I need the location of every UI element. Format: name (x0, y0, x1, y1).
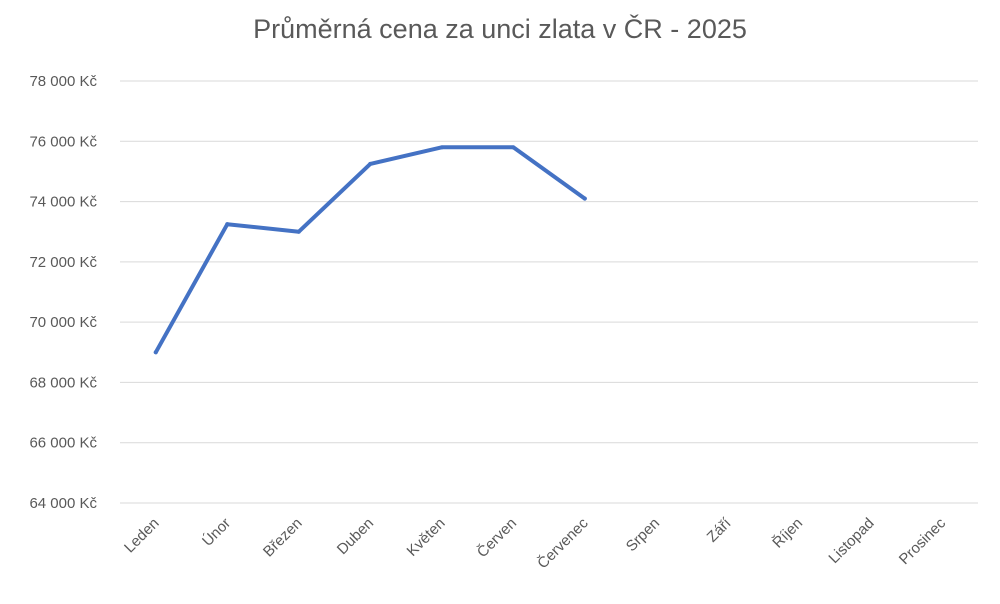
series-line (153, 145, 587, 355)
x-tick-label: Prosinec (896, 514, 950, 568)
data-point (225, 222, 230, 227)
y-tick-label: 76 000 Kč (29, 133, 97, 150)
series-layer (153, 145, 587, 355)
data-point (153, 350, 158, 355)
y-tick-label: 70 000 Kč (29, 314, 97, 331)
y-tick-label: 68 000 Kč (29, 374, 97, 391)
x-axis-tick-labels: Leden Únor Březen Duben Květen Červen Červenec… (121, 514, 949, 572)
x-tick-label: Duben (334, 515, 377, 558)
x-tick-label: Listopad (825, 515, 877, 567)
data-point (439, 145, 444, 150)
gridlines (120, 80, 978, 504)
chart-title: Průměrná cena za unci zlata v ČR - 2025 (253, 14, 747, 44)
y-tick-label: 72 000 Kč (29, 254, 97, 271)
x-tick-label: Březen (260, 515, 306, 561)
x-tick-label: Srpen (623, 515, 663, 555)
data-point (582, 196, 587, 201)
x-tick-label: Leden (121, 515, 163, 557)
y-axis-tick-labels: 64 000 Kč 66 000 Kč 68 000 Kč 70 000 Kč 72 0… (29, 73, 97, 512)
y-tick-label: 74 000 Kč (29, 194, 97, 211)
data-point (511, 145, 516, 150)
x-tick-label: Červen (474, 515, 520, 561)
y-tick-label: 78 000 Kč (29, 73, 97, 90)
data-point (368, 161, 373, 166)
y-tick-label: 64 000 Kč (29, 495, 97, 512)
x-tick-label: Říjen (769, 515, 806, 552)
y-tick-label: 66 000 Kč (29, 435, 97, 452)
x-tick-label: Květen (404, 515, 449, 560)
x-tick-label: Únor (199, 515, 234, 550)
data-point (296, 229, 301, 234)
x-tick-label: Září (704, 514, 735, 545)
x-tick-label: Červenec (534, 514, 592, 572)
